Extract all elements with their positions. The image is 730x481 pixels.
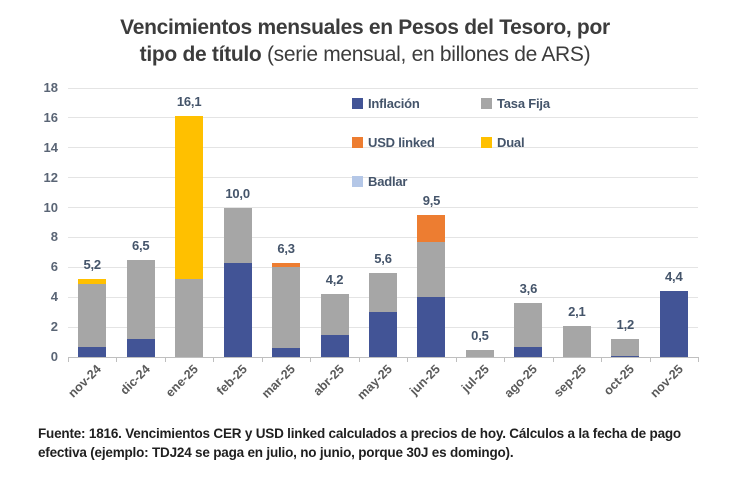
bar-total-label: 5,6 [374,251,392,267]
chart-title-line2-normal: (serie mensual, en billones de ARS) [261,43,591,66]
legend-item-tasa-fija: Tasa Fija [481,95,550,111]
bar-segment-inflación [611,355,640,357]
y-axis-label: 18 [43,80,58,95]
chart-title: Vencimientos mensuales en Pesos del Teso… [15,14,715,68]
bar-total-label: 4,4 [665,269,683,285]
chart-title-line2-bold: tipo de título [139,43,262,66]
chart-title-line1: Vencimientos mensuales en Pesos del Teso… [15,14,715,41]
x-axis-tick [310,357,312,362]
legend-label: USD linked [368,134,435,150]
legend-item-usd-linked: USD linked [352,134,481,150]
bar-segment-inflación [369,312,397,357]
x-axis-line [68,357,698,358]
gridline-6 [68,266,698,268]
x-axis-tick [68,357,69,362]
bar-segment-inflación [320,334,349,357]
bar-segment-tasa-fija [465,349,494,357]
bar-segment-usd-linked [272,262,301,268]
bar-segment-tasa-fija [272,267,301,349]
bar-segment-inflación [659,291,688,357]
x-axis-tick [601,357,603,362]
bar-total-label: 3,6 [519,281,538,297]
legend-swatch-icon [352,136,363,148]
bar-segment-tasa-fija [320,294,349,335]
bar-segment-tasa-fija [126,259,155,340]
gridline-18 [68,87,698,89]
bar-total-label: 9,5 [422,193,441,209]
x-axis-tick [455,357,457,362]
x-axis-tick [261,357,263,362]
source-note-line1: Fuente: 1816. Vencimientos CER y USD lin… [38,426,681,441]
bar-total-label: 1,2 [616,317,635,333]
bar-segment-inflación [78,346,107,357]
y-axis-label: 6 [50,259,58,275]
x-axis-tick [552,357,554,362]
bar-segment-tasa-fija [223,207,252,263]
legend-label: Badlar [368,173,408,189]
bar-total-label: 6,5 [131,237,150,253]
x-axis-tick [116,357,118,362]
bar-segment-dual [78,279,107,284]
legend-item-inflación: Inflación [352,95,481,111]
legend-item-dual: Dual [481,134,550,150]
legend-swatch-icon [481,97,492,109]
y-axis-label: 10 [43,199,58,215]
y-axis-label: 12 [43,169,58,185]
source-note: Fuente: 1816. Vencimientos CER y USD lin… [38,424,706,462]
bar-segment-inflación [272,348,301,357]
gridline-8 [68,236,698,238]
plot-area: 0 2 4 6 8 10 12 14 16 18 5,2 nov-24 6,5 dic-24 16,1 ene… [44,80,699,402]
gridline-14 [68,147,698,149]
y-axis-label: 4 [50,289,58,305]
legend-swatch-icon [352,175,363,187]
x-axis-tick [649,357,651,362]
legend-label: Tasa Fija [497,95,550,111]
bar-segment-tasa-fija [175,279,204,357]
x-axis-tick [407,357,409,362]
bar-segment-tasa-fija [78,283,107,347]
bar-total-label: 4,2 [325,272,344,288]
legend-swatch-icon [352,97,363,109]
x-axis-tick [358,357,360,362]
x-axis-tick [213,357,215,362]
legend-item-badlar: Badlar [352,173,481,189]
bar-segment-inflación [126,339,155,357]
bar-segment-tasa-fija [611,339,640,356]
bar-total-label: 0,5 [471,327,489,343]
legend-swatch-icon [481,136,492,148]
gridline-10 [68,207,698,209]
bar-segment-tasa-fija [417,241,446,298]
bar-segment-dual [175,116,204,280]
bar-segment-inflación [417,297,446,357]
gridline-12 [68,177,698,179]
x-axis-tick [164,357,166,362]
bar-total-label: 2,1 [568,303,586,319]
x-axis-tick [698,357,699,362]
x-axis-tick [504,357,506,362]
bar-segment-tasa-fija [369,273,397,313]
y-axis-label: 8 [50,229,58,245]
bar-segment-inflación [514,346,543,357]
legend-label: Inflación [368,95,420,111]
legend-label: Dual [497,134,525,150]
bar-total-label: 10,0 [225,185,250,201]
bar-segment-tasa-fija [514,303,543,347]
y-axis-label: 16 [43,109,58,125]
source-note-line2: efectiva (ejemplo: TDJ24 se paga en juli… [38,445,514,460]
gridline-16 [68,117,698,119]
bar-segment-usd-linked [417,215,446,242]
chart-title-line1-text: Vencimientos mensuales en Pesos del Teso… [120,16,610,39]
y-axis-label: 14 [43,139,58,155]
bar-total-label: 5,2 [83,257,101,273]
bar-segment-inflación [223,262,252,357]
bar-total-label: 6,3 [277,240,295,256]
legend: Inflación Tasa Fija USD linked Dual Badlar [352,95,550,189]
chart-title-line2: tipo de título (serie mensual, en billon… [15,41,715,68]
y-axis-label: 0 [50,349,58,364]
bar-total-label: 16,1 [176,94,202,110]
y-axis-label: 2 [50,319,58,335]
bar-segment-tasa-fija [562,325,591,357]
